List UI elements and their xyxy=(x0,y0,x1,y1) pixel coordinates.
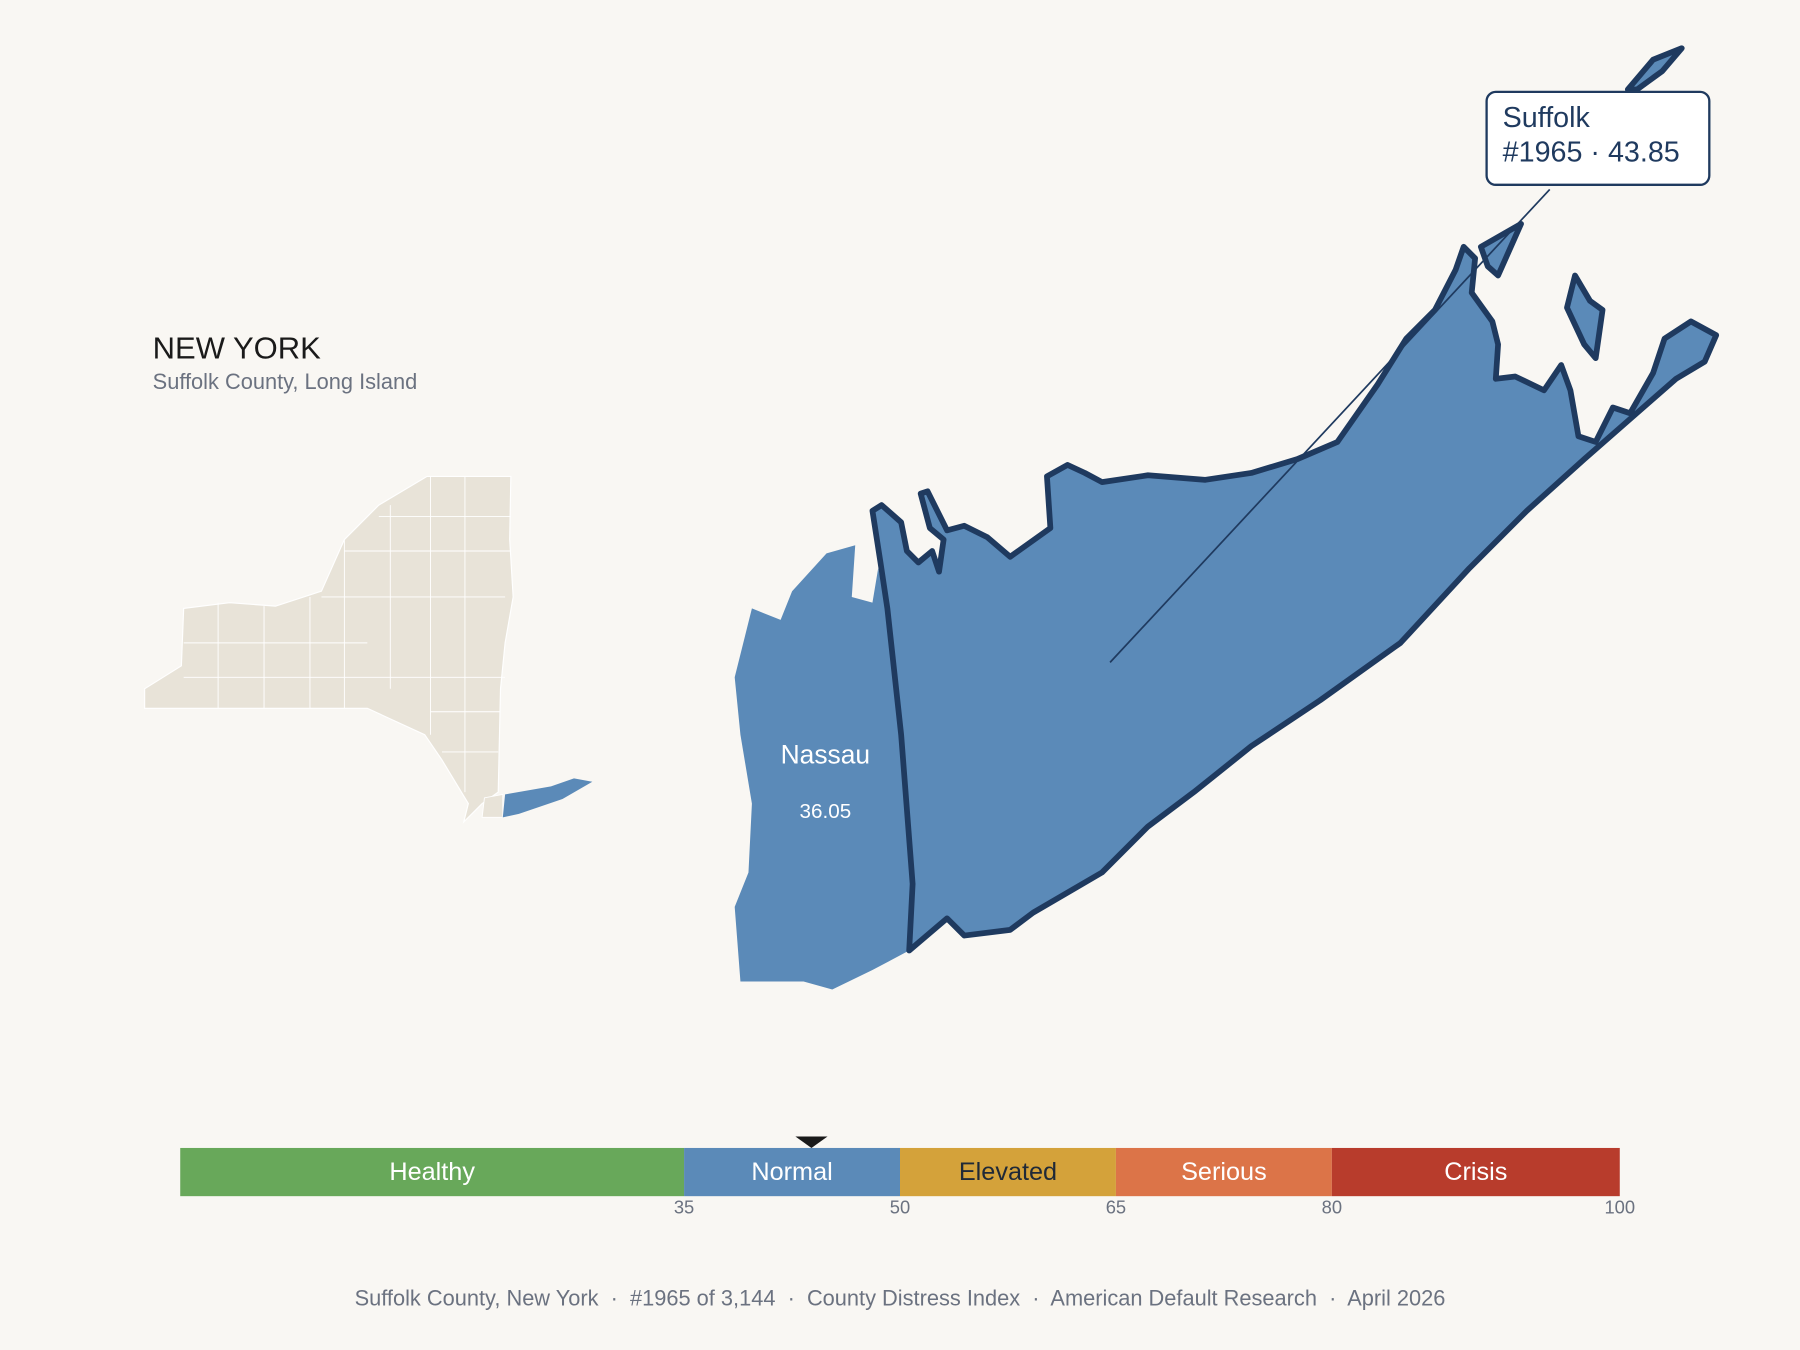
band-label: Elevated xyxy=(959,1158,1057,1186)
callout-label: #1965 · 43.85 xyxy=(1503,136,1680,168)
shelter-island xyxy=(1564,272,1606,362)
tick-label: 65 xyxy=(1106,1197,1126,1218)
band-label: Serious xyxy=(1181,1158,1267,1186)
band-label: Crisis xyxy=(1444,1158,1507,1186)
scale-band xyxy=(1115,1147,1332,1197)
fishers-island xyxy=(1624,45,1685,93)
callout-box xyxy=(1485,90,1711,186)
inset-nassau xyxy=(481,793,504,818)
band-label: Normal xyxy=(751,1158,832,1186)
title: NEW YORK xyxy=(153,330,321,365)
nassau-score: 36.05 xyxy=(800,800,852,823)
inset-suffolk xyxy=(502,778,593,818)
score-marker xyxy=(795,1136,828,1148)
county-lines xyxy=(183,476,511,793)
scale-band xyxy=(900,1147,1116,1197)
scale: Healthy Normal Elevated Serious Crisis 35 50 65… xyxy=(180,1136,1635,1218)
footer: Suffolk County, New York · #1965 of 3,14… xyxy=(355,1285,1446,1310)
nassau-name: Nassau xyxy=(781,739,870,769)
scale-band xyxy=(684,1147,900,1197)
tick-label: 100 xyxy=(1604,1197,1635,1218)
callout-name: Suffolk xyxy=(1503,102,1591,134)
subtitle: Suffolk County, Long Island xyxy=(153,369,418,394)
suffolk-mainland xyxy=(869,243,1720,954)
state-shape xyxy=(144,475,514,824)
tick-label: 35 xyxy=(674,1197,694,1218)
callout-leader xyxy=(1109,188,1551,663)
tick-label: 80 xyxy=(1322,1197,1342,1218)
suffolk-shape xyxy=(869,45,1720,954)
tick-label: 50 xyxy=(890,1197,910,1218)
scale-band xyxy=(180,1147,685,1197)
nassau-shape xyxy=(734,545,913,990)
scale-band xyxy=(1331,1147,1620,1197)
band-label: Healthy xyxy=(389,1158,475,1186)
state-inset xyxy=(144,475,593,824)
